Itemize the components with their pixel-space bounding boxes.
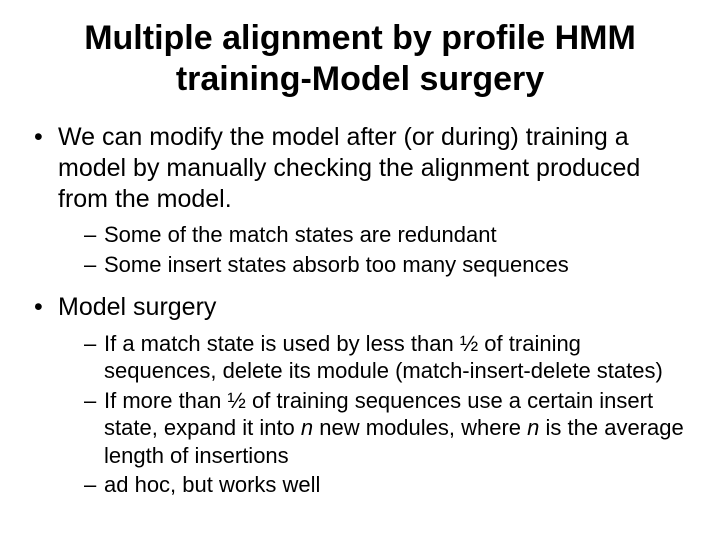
sub-bullet-text: Some insert states absorb too many seque…	[104, 252, 569, 277]
bullet-item: Model surgery If a match state is used b…	[30, 292, 690, 498]
bullet-list-level1: We can modify the model after (or during…	[30, 122, 690, 499]
sub-bullet-text: ad hoc, but works well	[104, 472, 320, 497]
bullet-text: Model surgery	[58, 293, 216, 321]
bullet-item: We can modify the model after (or during…	[30, 122, 690, 279]
sub-bullet-text: If a match state is used by less than ½ …	[104, 331, 663, 384]
bullet-list-level2: Some of the match states are redundant S…	[58, 221, 690, 278]
sub-bullet-item: Some insert states absorb too many seque…	[84, 251, 690, 279]
slide-title: Multiple alignment by profile HMM traini…	[60, 18, 660, 100]
sub-bullet-item: If a match state is used by less than ½ …	[84, 330, 690, 385]
sub-bullet-item: ad hoc, but works well	[84, 471, 690, 499]
sub-bullet-text: new modules, where	[313, 415, 527, 440]
sub-bullet-text: Some of the match states are redundant	[104, 222, 497, 247]
sub-bullet-item: Some of the match states are redundant	[84, 221, 690, 249]
sub-bullet-item: If more than ½ of training sequences use…	[84, 387, 690, 470]
bullet-text: We can modify the model after (or during…	[58, 123, 640, 214]
bullet-list-level2: If a match state is used by less than ½ …	[58, 330, 690, 499]
italic-n: n	[301, 415, 313, 440]
slide: Multiple alignment by profile HMM traini…	[0, 0, 720, 540]
italic-n: n	[527, 415, 539, 440]
